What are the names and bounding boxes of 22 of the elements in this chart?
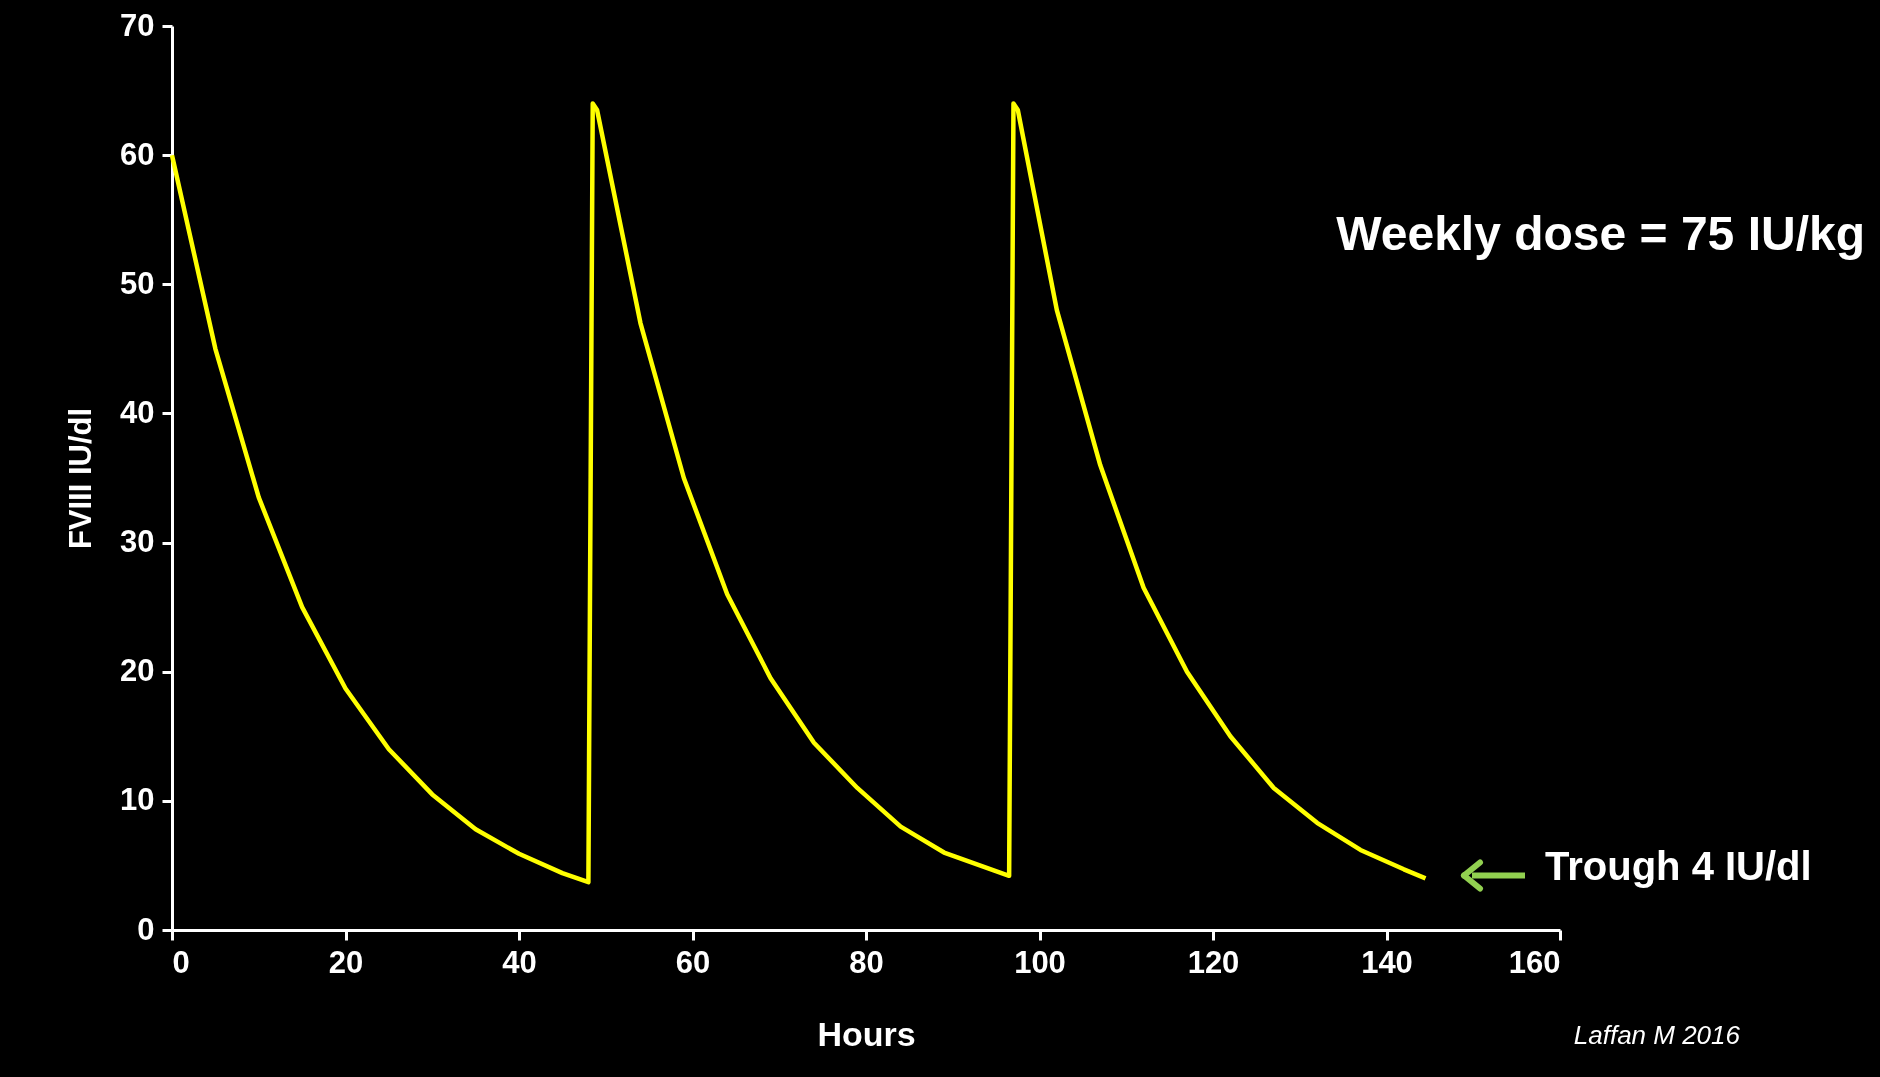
y-tick-label: 70	[120, 7, 155, 43]
annotation: Weekly dose = 75 IU/kg	[1336, 207, 1865, 260]
x-axis-title: Hours	[817, 1014, 916, 1053]
y-tick-label: 40	[120, 394, 155, 430]
y-tick-label: 10	[120, 782, 155, 818]
x-tick-label: 160	[1508, 944, 1561, 980]
y-tick-label: 60	[120, 136, 155, 172]
annotation: Trough 4 IU/dl	[1545, 844, 1812, 888]
x-tick-label: 140	[1361, 944, 1413, 980]
x-tick-label: 40	[502, 944, 537, 980]
x-tick-label: 60	[675, 944, 711, 980]
y-tick-label: 0	[137, 911, 155, 947]
x-tick-label: 0	[172, 944, 190, 980]
y-axis-title: FVIII IU/dl	[63, 407, 99, 550]
y-tick-label: 50	[120, 265, 155, 301]
x-tick-label: 120	[1187, 944, 1240, 980]
y-tick-label: 20	[120, 653, 155, 689]
text: Laffan M 2016	[1573, 1020, 1741, 1050]
y-tick-label: 30	[120, 524, 155, 560]
x-tick-label: 100	[1014, 944, 1066, 980]
x-tick-label: 80	[849, 944, 884, 980]
x-tick-label: 20	[328, 944, 364, 980]
